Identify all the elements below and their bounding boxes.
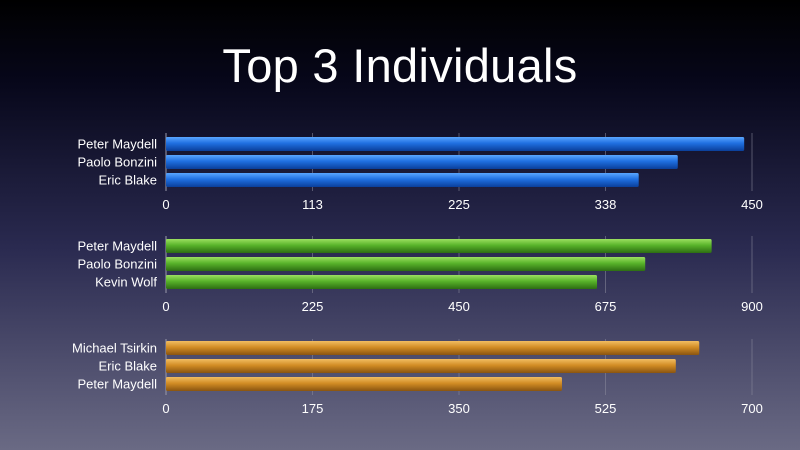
x-tick-label: 350 (448, 401, 470, 416)
chart-1: 0 113 225 338 450 Peter Maydell Paolo Bonzini E… (78, 133, 763, 212)
chart-2: 0 225 450 675 900 Peter Maydell Paolo Bonzini K… (78, 236, 763, 314)
x-tick-label: 175 (302, 401, 324, 416)
category-label: Paolo Bonzini (78, 257, 158, 272)
bar (166, 137, 745, 151)
x-tick-label: 900 (741, 299, 763, 314)
category-label: Peter Maydell (78, 137, 158, 152)
category-label: Paolo Bonzini (78, 155, 158, 170)
bar (166, 275, 598, 289)
chart-3: 0 175 350 525 700 Michael Tsirkin Eric Blake Pe… (72, 339, 763, 416)
bar (166, 377, 562, 391)
slide-title: Top 3 Individuals (222, 39, 578, 92)
category-label: Eric Blake (98, 359, 157, 374)
bar (166, 257, 646, 271)
bar (166, 239, 712, 253)
x-tick-label: 0 (162, 401, 169, 416)
x-tick-label: 525 (595, 401, 617, 416)
x-tick-label: 450 (741, 197, 763, 212)
category-label: Kevin Wolf (95, 275, 157, 290)
x-tick-label: 225 (302, 299, 324, 314)
category-label: Peter Maydell (78, 239, 158, 254)
x-tick-label: 0 (162, 197, 169, 212)
bar (166, 341, 700, 355)
x-tick-label: 450 (448, 299, 470, 314)
x-tick-label: 675 (595, 299, 617, 314)
bar (166, 155, 678, 169)
bar (166, 173, 639, 187)
x-tick-label: 0 (162, 299, 169, 314)
x-tick-label: 113 (302, 197, 323, 212)
x-tick-label: 700 (741, 401, 763, 416)
x-tick-label: 338 (595, 197, 617, 212)
bar (166, 359, 676, 373)
category-label: Eric Blake (98, 173, 157, 188)
category-label: Peter Maydell (78, 377, 158, 392)
category-label: Michael Tsirkin (72, 341, 157, 356)
x-tick-label: 225 (448, 197, 470, 212)
